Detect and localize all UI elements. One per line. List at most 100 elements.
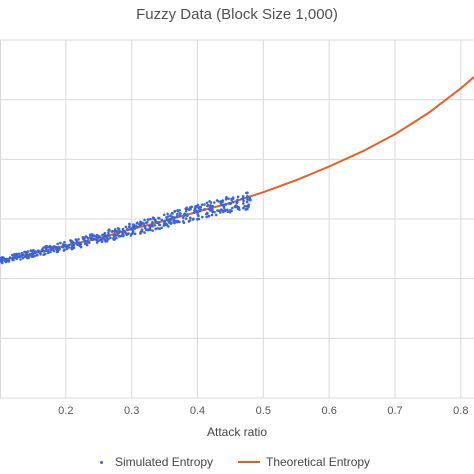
simulated-point — [136, 225, 140, 229]
simulated-point — [102, 236, 105, 239]
simulated-point — [235, 204, 238, 207]
x-tick-label: 0.7 — [387, 405, 402, 417]
simulated-point — [83, 242, 87, 245]
simulated-point — [67, 243, 71, 247]
simulated-point — [213, 210, 216, 214]
simulated-point — [189, 206, 192, 209]
simulated-point — [92, 238, 95, 241]
legend-marker-theoretical — [238, 461, 260, 463]
simulated-point — [62, 249, 66, 252]
simulated-point — [63, 240, 66, 244]
simulated-point — [128, 225, 131, 229]
simulated-point — [98, 235, 102, 238]
simulated-point — [90, 233, 94, 236]
simulated-point — [65, 246, 69, 249]
simulated-point — [248, 196, 252, 200]
simulated-point — [14, 253, 18, 257]
simulated-point — [171, 215, 174, 219]
simulated-point — [246, 198, 249, 201]
simulated-point — [87, 241, 91, 244]
simulated-point — [74, 238, 78, 241]
simulated-point — [114, 233, 118, 237]
simulated-point — [210, 213, 214, 217]
x-tick-label: 0.6 — [322, 405, 337, 417]
simulated-point — [196, 212, 199, 216]
simulated-point — [36, 249, 40, 253]
simulated-point — [178, 212, 182, 215]
simulated-point — [57, 245, 60, 249]
simulated-point — [162, 213, 166, 217]
simulated-point — [181, 216, 185, 220]
simulated-point — [29, 249, 33, 252]
simulated-point — [35, 253, 39, 257]
simulated-point — [236, 198, 239, 202]
x-tick-label: 0.8 — [453, 405, 468, 417]
simulated-point — [26, 256, 29, 259]
simulated-point — [235, 201, 239, 205]
simulated-point — [206, 203, 210, 207]
simulated-point — [173, 221, 176, 225]
simulated-point — [203, 203, 206, 206]
simulated-point — [151, 224, 154, 228]
chart-title: Fuzzy Data (Block Size 1,000) — [136, 6, 338, 23]
simulated-point — [70, 247, 74, 251]
simulated-point — [56, 242, 60, 246]
simulated-point — [186, 213, 189, 216]
simulated-point — [8, 256, 12, 259]
simulated-point — [237, 206, 241, 209]
x-tick-label: 0.4 — [190, 405, 205, 417]
simulated-point — [140, 229, 143, 233]
simulated-point — [107, 237, 110, 241]
simulated-point — [197, 206, 200, 210]
simulated-point — [104, 234, 108, 237]
simulated-point — [0, 260, 4, 264]
x-axis-label: Attack ratio — [207, 425, 267, 439]
simulated-point — [231, 197, 235, 200]
theoretical-entropy-line — [0, 76, 474, 262]
simulated-point — [219, 201, 223, 205]
simulated-point — [55, 247, 59, 251]
simulated-point — [52, 249, 56, 253]
simulated-point — [72, 241, 75, 244]
simulated-point — [167, 225, 170, 228]
simulated-point — [209, 201, 213, 204]
simulated-point — [46, 249, 49, 253]
simulated-point — [85, 240, 89, 243]
simulated-point — [122, 229, 126, 233]
legend-marker-simulated — [100, 460, 103, 464]
simulated-point — [205, 201, 209, 205]
simulated-point — [61, 243, 65, 246]
x-tick-label: 0.5 — [256, 405, 271, 417]
simulated-point — [33, 254, 36, 258]
simulated-point — [20, 251, 24, 255]
simulated-point — [49, 250, 52, 254]
simulated-point — [176, 220, 180, 223]
simulated-point — [19, 258, 22, 261]
simulated-point — [91, 234, 94, 238]
simulated-point — [53, 245, 56, 248]
simulated-point — [189, 216, 192, 220]
simulated-point — [207, 214, 210, 218]
simulated-point — [69, 239, 72, 242]
simulated-point — [171, 212, 174, 215]
simulated-point — [193, 207, 197, 210]
simulated-point — [89, 236, 93, 240]
simulated-point — [6, 258, 10, 261]
simulated-point — [193, 209, 196, 212]
simulated-point — [11, 253, 14, 257]
simulated-point — [160, 218, 164, 222]
simulated-point — [39, 252, 42, 256]
legend-label-theoretical: Theoretical Entropy — [266, 455, 371, 469]
simulated-point — [211, 204, 215, 208]
simulated-point — [19, 254, 23, 258]
simulated-point — [173, 216, 176, 219]
simulated-point — [221, 209, 224, 212]
simulated-point — [12, 258, 15, 262]
simulated-point — [104, 240, 107, 243]
simulated-point — [129, 227, 132, 231]
simulated-point — [126, 227, 129, 231]
simulated-point — [176, 213, 179, 217]
simulated-point — [215, 199, 219, 202]
simulated-point — [225, 196, 228, 199]
